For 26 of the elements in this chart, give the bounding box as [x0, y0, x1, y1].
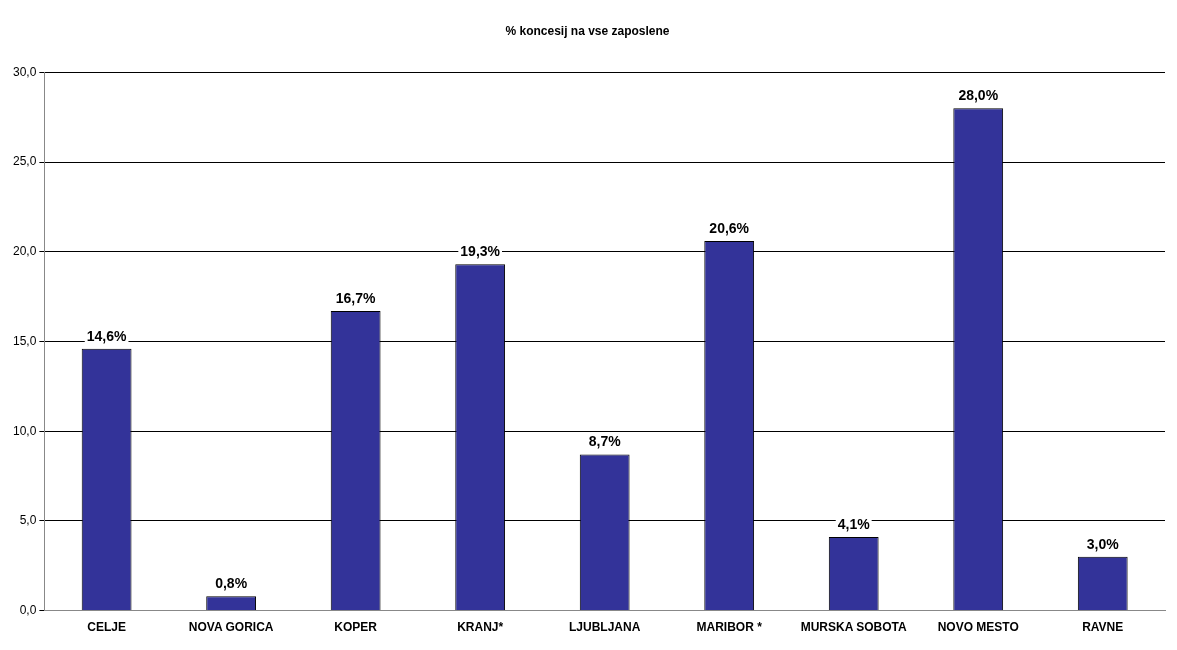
data-label: 19,3% — [460, 243, 501, 260]
data-label: 20,6% — [709, 219, 750, 236]
y-tick-label: 0,0 — [19, 602, 37, 617]
data-label: 28,0% — [958, 87, 999, 104]
data-label: 8,7% — [588, 433, 622, 450]
x-tick-label: KOPER — [334, 620, 378, 635]
x-tick-label: LJUBLJANA — [569, 620, 641, 635]
data-label: 4,1% — [837, 515, 871, 532]
data-label: 3,0% — [1086, 535, 1120, 552]
y-tick-label: 15,0 — [13, 333, 37, 348]
x-tick-label: NOVO MESTO — [937, 620, 1019, 635]
x-tick-label: MURSKA SOBOTA — [800, 620, 908, 635]
y-tick-label: 30,0 — [13, 64, 37, 79]
y-tick-label: 25,0 — [13, 154, 37, 169]
data-label: 14,6% — [86, 327, 128, 344]
chart-title: % koncesij na vse zaposlene — [505, 23, 670, 38]
x-tick-label: RAVNE — [1082, 620, 1124, 635]
data-label: 16,7% — [335, 289, 377, 306]
x-tick-label: MARIBOR * — [696, 620, 763, 635]
y-tick-label: 5,0 — [19, 513, 37, 528]
y-tick-label: 10,0 — [13, 423, 37, 438]
y-tick-label: 20,0 — [13, 244, 37, 259]
x-tick-label: CELJE — [87, 620, 126, 635]
data-label: 0,8% — [215, 575, 248, 592]
x-tick-label: NOVA GORICA — [188, 620, 274, 635]
x-tick-label: KRANJ* — [457, 620, 504, 635]
